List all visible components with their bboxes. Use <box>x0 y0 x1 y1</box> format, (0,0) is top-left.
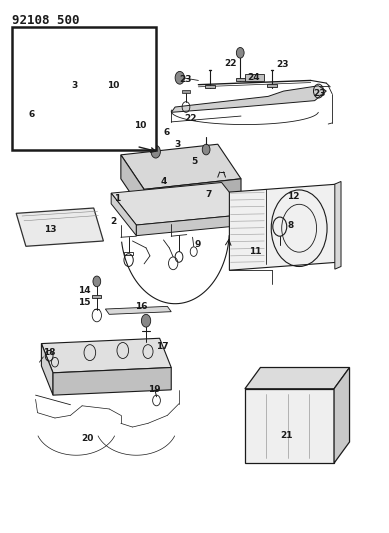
Polygon shape <box>41 344 53 395</box>
Text: 16: 16 <box>135 302 147 311</box>
Text: 14: 14 <box>78 286 91 295</box>
Circle shape <box>175 71 184 84</box>
Text: 24: 24 <box>247 72 260 82</box>
Text: 23: 23 <box>276 60 288 69</box>
Polygon shape <box>92 295 102 298</box>
Polygon shape <box>245 368 350 389</box>
Text: 10: 10 <box>107 81 119 90</box>
Polygon shape <box>121 155 144 213</box>
Polygon shape <box>245 74 264 82</box>
Circle shape <box>93 276 101 287</box>
Text: 1: 1 <box>114 194 120 203</box>
Circle shape <box>151 146 160 158</box>
Polygon shape <box>55 96 78 144</box>
Text: 12: 12 <box>287 192 300 201</box>
Polygon shape <box>245 389 334 463</box>
Polygon shape <box>82 96 109 144</box>
Polygon shape <box>137 130 144 144</box>
Polygon shape <box>171 86 326 112</box>
Text: 22: 22 <box>184 114 197 123</box>
Polygon shape <box>182 90 190 93</box>
Circle shape <box>141 314 151 327</box>
Polygon shape <box>111 182 247 225</box>
Polygon shape <box>24 123 32 140</box>
Polygon shape <box>334 368 350 463</box>
Text: 18: 18 <box>43 348 56 357</box>
Polygon shape <box>335 181 341 269</box>
Polygon shape <box>105 306 171 314</box>
Text: 3: 3 <box>174 140 180 149</box>
Text: 3: 3 <box>71 81 77 90</box>
Polygon shape <box>267 84 277 87</box>
Text: 20: 20 <box>81 434 94 443</box>
Text: 5: 5 <box>191 157 198 166</box>
Text: 17: 17 <box>156 342 169 351</box>
Text: 7: 7 <box>205 190 211 199</box>
Text: 21: 21 <box>280 431 293 440</box>
Text: 11: 11 <box>249 247 261 256</box>
Circle shape <box>202 144 210 155</box>
Polygon shape <box>137 214 247 236</box>
Circle shape <box>237 47 244 58</box>
Text: 8: 8 <box>287 221 294 230</box>
Text: 2: 2 <box>110 217 116 226</box>
Text: 6: 6 <box>28 110 35 119</box>
Text: 10: 10 <box>134 121 146 130</box>
Text: 15: 15 <box>78 298 91 307</box>
Polygon shape <box>111 193 137 236</box>
Text: 19: 19 <box>148 385 161 394</box>
Polygon shape <box>144 179 241 213</box>
Polygon shape <box>230 184 338 270</box>
Polygon shape <box>236 78 245 82</box>
Text: 23: 23 <box>313 89 326 98</box>
Polygon shape <box>16 208 103 246</box>
Text: 4: 4 <box>160 177 166 186</box>
Polygon shape <box>205 85 215 88</box>
Text: 13: 13 <box>44 225 56 234</box>
Text: 22: 22 <box>224 59 237 68</box>
Polygon shape <box>22 131 30 144</box>
Text: 23: 23 <box>180 75 192 84</box>
Polygon shape <box>53 368 171 395</box>
Text: 6: 6 <box>163 128 170 137</box>
Text: 92108 500: 92108 500 <box>12 14 80 27</box>
Polygon shape <box>121 144 241 189</box>
Polygon shape <box>22 130 144 136</box>
Polygon shape <box>41 338 171 373</box>
Text: 9: 9 <box>194 240 201 249</box>
Bar <box>12 27 156 150</box>
